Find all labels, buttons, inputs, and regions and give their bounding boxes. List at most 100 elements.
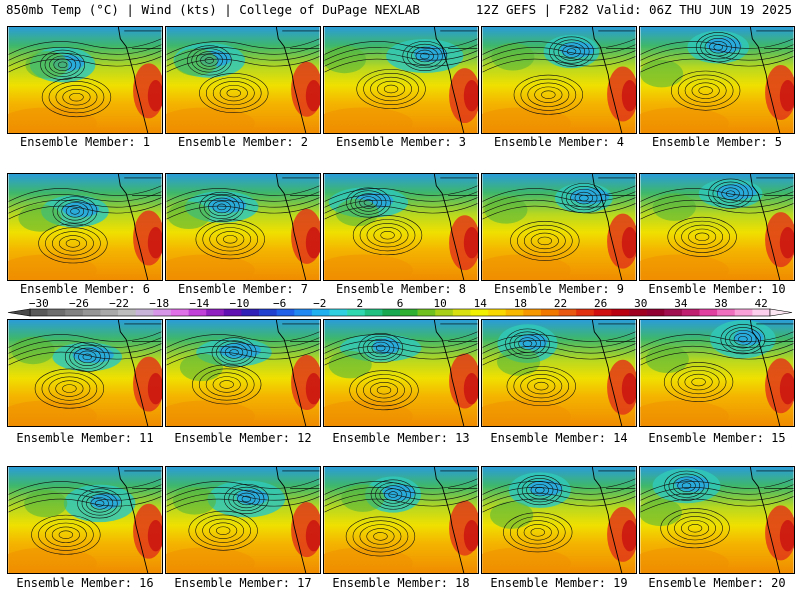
colorbar-swatch xyxy=(135,309,154,316)
colorbar-tick-label: −26 xyxy=(69,297,89,310)
ensemble-member-map xyxy=(7,173,163,281)
colorbar-swatch xyxy=(593,309,612,316)
ensemble-member-map xyxy=(323,26,479,134)
temperature-map xyxy=(323,319,479,427)
colorbar-tick-label: −22 xyxy=(109,297,129,310)
colorbar-tick-label: 2 xyxy=(356,297,364,310)
colorbar-swatch xyxy=(505,309,524,316)
colorbar-swatch xyxy=(241,309,260,316)
temperature-colorbar xyxy=(0,296,800,320)
ensemble-member-map xyxy=(639,26,795,134)
colorbar-swatch xyxy=(558,309,577,316)
temperature-map xyxy=(639,173,795,281)
temperature-map xyxy=(323,26,479,134)
colorbar-swatch xyxy=(82,309,101,316)
colorbar-swatch xyxy=(540,309,559,316)
colorbar-swatch xyxy=(153,309,172,316)
colorbar-graphic xyxy=(7,308,793,317)
colorbar-swatch xyxy=(417,309,436,316)
ensemble-member-label: Ensemble Member: 16 xyxy=(16,576,154,590)
ensemble-member-label: Ensemble Member: 20 xyxy=(648,576,786,590)
ensemble-member-map xyxy=(323,466,479,574)
ensemble-member-label: Ensemble Member: 2 xyxy=(177,135,309,149)
colorbar-tick-label: 42 xyxy=(754,297,768,310)
ensemble-member-map xyxy=(481,319,637,427)
colorbar-tick-label: −14 xyxy=(189,297,210,310)
colorbar-max-arrow-icon xyxy=(769,308,793,317)
colorbar-tick-label: 34 xyxy=(674,297,688,310)
colorbar-tick-label: 30 xyxy=(634,297,648,310)
colorbar-tick-label: −18 xyxy=(149,297,170,310)
ensemble-member-label: Ensemble Member: 13 xyxy=(332,431,470,445)
colorbar-swatch xyxy=(752,309,771,316)
colorbar-swatch xyxy=(435,309,454,316)
colorbar-swatch xyxy=(118,309,137,316)
ensemble-member-map xyxy=(7,26,163,134)
temperature-map xyxy=(323,173,479,281)
temperature-map xyxy=(639,466,795,574)
temperature-map xyxy=(165,319,321,427)
colorbar-swatch xyxy=(100,309,119,316)
temperature-map xyxy=(7,319,163,427)
ensemble-member-map xyxy=(481,466,637,574)
temperature-map xyxy=(165,173,321,281)
ensemble-member-map xyxy=(323,319,479,427)
colorbar-swatch xyxy=(470,309,489,316)
colorbar-swatch xyxy=(611,309,630,316)
colorbar-swatch xyxy=(259,309,277,316)
ensemble-member-label: Ensemble Member: 17 xyxy=(174,576,312,590)
colorbar-tick-label: 10 xyxy=(433,297,447,310)
colorbar-swatch xyxy=(311,309,330,316)
ensemble-member-label: Ensemble Member: 4 xyxy=(493,135,625,149)
temperature-map xyxy=(639,26,795,134)
ensemble-member-map xyxy=(165,26,321,134)
colorbar-swatch xyxy=(664,309,683,316)
colorbar-min-arrow-icon xyxy=(7,308,31,317)
ensemble-member-map xyxy=(639,173,795,281)
temperature-map xyxy=(7,466,163,574)
ensemble-member-label: Ensemble Member: 5 xyxy=(651,135,783,149)
colorbar-tick-label: 6 xyxy=(396,297,404,310)
ensemble-member-map xyxy=(165,319,321,427)
ensemble-member-label: Ensemble Member: 15 xyxy=(648,431,786,445)
colorbar-tick-label: −6 xyxy=(272,297,287,310)
colorbar-swatch xyxy=(276,309,295,316)
ensemble-member-label: Ensemble Member: 8 xyxy=(335,282,467,296)
ensemble-member-map xyxy=(639,466,795,574)
ensemble-member-map xyxy=(481,173,637,281)
ensemble-member-label: Ensemble Member: 3 xyxy=(335,135,467,149)
colorbar-swatch xyxy=(347,309,366,316)
colorbar-swatch xyxy=(188,309,207,316)
colorbar-tick-label: 18 xyxy=(513,297,528,310)
colorbar-tick-label: −30 xyxy=(28,297,49,310)
colorbar-swatch xyxy=(382,309,401,316)
map-title: 850mb Temp (°C) | Wind (kts) | College o… xyxy=(6,2,420,17)
colorbar-swatch xyxy=(364,309,383,316)
colorbar-swatch xyxy=(452,309,471,316)
ensemble-member-map xyxy=(481,26,637,134)
colorbar-tick-label: 38 xyxy=(714,297,728,310)
ensemble-member-label: Ensemble Member: 10 xyxy=(648,282,786,296)
temperature-map xyxy=(481,26,637,134)
colorbar-swatch xyxy=(170,309,189,316)
colorbar-swatch xyxy=(30,309,48,316)
colorbar-swatch xyxy=(294,309,313,316)
colorbar-swatch xyxy=(681,309,700,316)
temperature-map xyxy=(323,466,479,574)
colorbar-swatch xyxy=(523,309,542,316)
colorbar-swatch xyxy=(65,309,84,316)
colorbar-tick-label: 14 xyxy=(473,297,487,310)
colorbar-swatch xyxy=(206,309,225,316)
ensemble-member-map xyxy=(7,466,163,574)
temperature-map xyxy=(481,173,637,281)
colorbar-swatch xyxy=(699,309,718,316)
ensemble-member-label: Ensemble Member: 11 xyxy=(16,431,154,445)
colorbar-tick-label: 26 xyxy=(594,297,608,310)
ensemble-member-label: Ensemble Member: 12 xyxy=(174,431,312,445)
colorbar-swatch xyxy=(488,309,507,316)
colorbar-swatch xyxy=(576,309,595,316)
temperature-map xyxy=(639,319,795,427)
ensemble-member-map xyxy=(639,319,795,427)
ensemble-member-label: Ensemble Member: 6 xyxy=(19,282,151,296)
ensemble-member-label: Ensemble Member: 19 xyxy=(490,576,628,590)
